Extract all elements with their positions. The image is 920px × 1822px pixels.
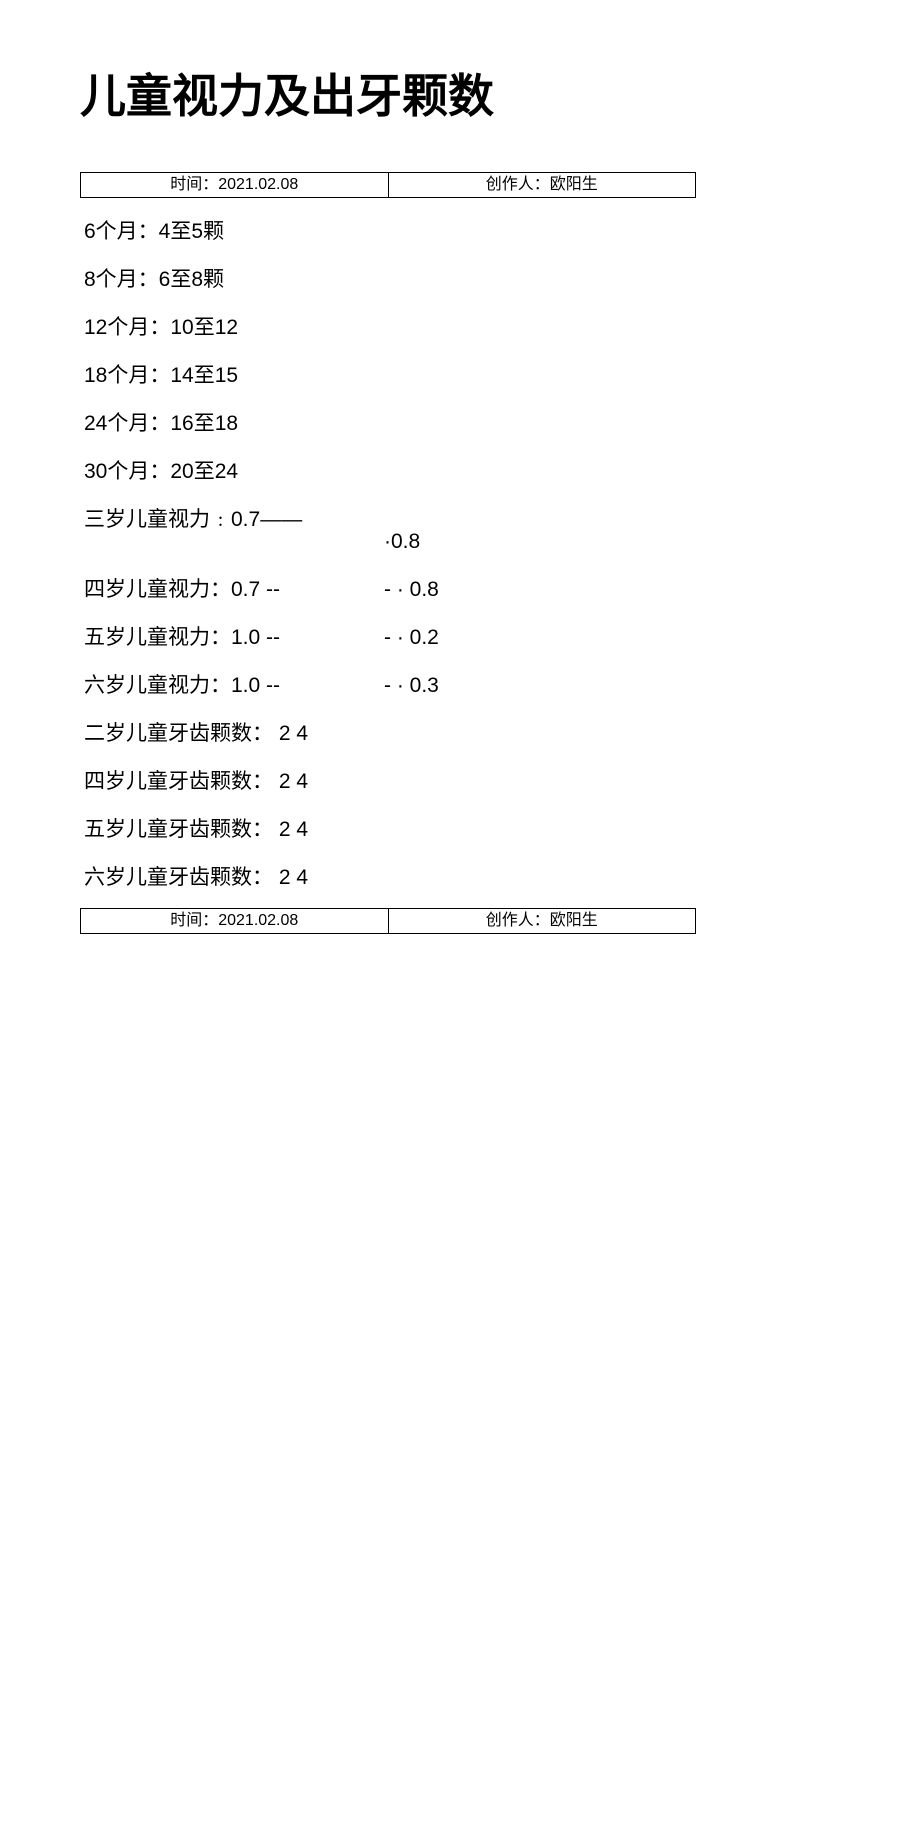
meta-time-label: 时间： bbox=[170, 176, 218, 193]
meta-table-bottom: 时间：2021.02.08 创作人：欧阳生 bbox=[80, 908, 696, 934]
document-page: 儿童视力及出牙颗数 时间：2021.02.08 创作人：欧阳生 6个月：4至5颗… bbox=[0, 0, 920, 1822]
vision-left: 五岁儿童视力：1.0 -- bbox=[84, 614, 384, 662]
meta-author-label: 创作人： bbox=[486, 912, 550, 929]
vision-right: - · 0.2 bbox=[384, 614, 840, 662]
vision-row: 六岁儿童视力：1.0 -- - · 0.3 bbox=[84, 662, 840, 710]
page-title: 儿童视力及出牙颗数 bbox=[80, 60, 840, 126]
teeth-age-line: 五岁儿童牙齿颗数： 2 4 bbox=[84, 806, 840, 854]
meta-author-value: 欧阳生 bbox=[550, 176, 598, 193]
vision-row: 四岁儿童视力：0.7 -- - · 0.8 bbox=[84, 566, 840, 614]
teeth-age-line: 四岁儿童牙齿颗数： 2 4 bbox=[84, 758, 840, 806]
teeth-month-line: 12个月：10至12 bbox=[84, 304, 840, 352]
meta-author-cell: 创作人：欧阳生 bbox=[388, 173, 696, 197]
teeth-month-line: 24个月：16至18 bbox=[84, 400, 840, 448]
meta-author-value: 欧阳生 bbox=[550, 912, 598, 929]
teeth-age-line: 二岁儿童牙齿颗数： 2 4 bbox=[84, 710, 840, 758]
meta-time-value: 2021.02.08 bbox=[218, 176, 298, 193]
meta-time-cell: 时间：2021.02.08 bbox=[81, 909, 388, 933]
vision-row: 三岁儿童视力﹕0.7—— ·0.8 bbox=[84, 496, 840, 566]
meta-time-label: 时间： bbox=[170, 912, 218, 929]
vision-right: - · 0.8 bbox=[384, 566, 840, 614]
vision-left: 四岁儿童视力：0.7 -- bbox=[84, 566, 384, 614]
meta-time-cell: 时间：2021.02.08 bbox=[81, 173, 388, 197]
vision-left: 六岁儿童视力：1.0 -- bbox=[84, 662, 384, 710]
teeth-month-line: 8个月：6至8颗 bbox=[84, 256, 840, 304]
teeth-month-line: 6个月：4至5颗 bbox=[84, 208, 840, 256]
meta-time-value: 2021.02.08 bbox=[218, 912, 298, 929]
vision-section: 三岁儿童视力﹕0.7—— ·0.8 四岁儿童视力：0.7 -- - · 0.8 … bbox=[84, 496, 840, 710]
document-body: 时间：2021.02.08 创作人：欧阳生 6个月：4至5颗 8个月：6至8颗 … bbox=[80, 172, 840, 934]
vision-row: 五岁儿童视力：1.0 -- - · 0.2 bbox=[84, 614, 840, 662]
meta-author-cell: 创作人：欧阳生 bbox=[388, 909, 696, 933]
vision-right: - · 0.3 bbox=[384, 662, 840, 710]
teeth-age-line: 六岁儿童牙齿颗数： 2 4 bbox=[84, 854, 840, 902]
vision-left: 三岁儿童视力﹕0.7—— bbox=[84, 496, 384, 566]
teeth-month-line: 30个月：20至24 bbox=[84, 448, 840, 496]
body-list: 6个月：4至5颗 8个月：6至8颗 12个月：10至12 18个月：14至15 … bbox=[80, 198, 840, 908]
meta-table-top: 时间：2021.02.08 创作人：欧阳生 bbox=[80, 172, 696, 198]
vision-right: ·0.8 bbox=[384, 496, 840, 566]
teeth-month-line: 18个月：14至15 bbox=[84, 352, 840, 400]
meta-author-label: 创作人： bbox=[486, 176, 550, 193]
